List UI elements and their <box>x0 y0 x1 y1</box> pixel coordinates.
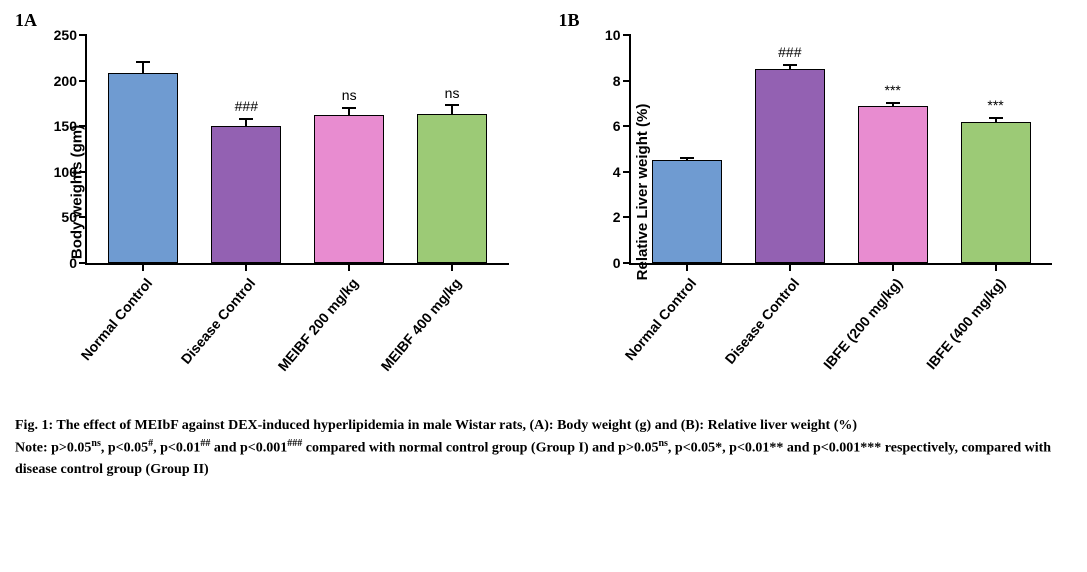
bar <box>961 122 1031 263</box>
x-tick <box>995 263 997 271</box>
y-tick-label: 2 <box>613 209 621 225</box>
caption-note: Note: p>0.05ns, p<0.05#, p<0.01## and p<… <box>15 436 1072 480</box>
note-part: , p<0.05 <box>101 441 148 456</box>
bar-column: ###Disease Control <box>738 35 841 263</box>
chart-b-plot: Normal Control###Disease Control***IBFE … <box>629 35 1053 265</box>
y-tick <box>623 216 631 218</box>
x-label: IBFE (400 mg/kg) <box>923 275 1008 372</box>
bar <box>314 115 384 263</box>
y-tick-label: 0 <box>613 255 621 271</box>
note-part: Note: p>0.05 <box>15 441 91 456</box>
significance-label: ### <box>778 44 801 60</box>
y-tick-label: 8 <box>613 73 621 89</box>
y-tick <box>79 262 87 264</box>
x-tick <box>245 263 247 271</box>
x-tick <box>686 263 688 271</box>
chart-a-plot: Normal Control###Disease ControlnsMEIBF … <box>85 35 509 265</box>
x-label: MEIBF 400 mg/kg <box>378 275 465 374</box>
y-tick <box>79 80 87 82</box>
chart-a-ylabel: Body weights (gm) <box>69 124 86 258</box>
chart-a-bars: Normal Control###Disease ControlnsMEIBF … <box>87 35 509 263</box>
y-tick <box>623 125 631 127</box>
y-tick-label: 100 <box>54 164 77 180</box>
y-tick <box>623 171 631 173</box>
sup-hh: ## <box>200 438 210 449</box>
x-tick <box>142 263 144 271</box>
bar <box>858 106 928 263</box>
significance-label: ### <box>235 98 258 114</box>
sup-ns: ns <box>91 438 100 449</box>
sup-ns2: ns <box>658 438 667 449</box>
x-label: Normal Control <box>78 275 156 363</box>
x-tick <box>451 263 453 271</box>
x-tick <box>892 263 894 271</box>
bar <box>652 160 722 263</box>
y-tick <box>623 34 631 36</box>
x-label: IBFE (200 mg/kg) <box>820 275 905 372</box>
note-part: and p<0.001 <box>210 441 287 456</box>
bar <box>211 126 281 263</box>
x-label: Normal Control <box>621 275 699 363</box>
significance-label: ns <box>445 85 460 101</box>
x-tick <box>789 263 791 271</box>
significance-label: ns <box>342 87 357 103</box>
x-label: Disease Control <box>721 275 802 367</box>
note-part: compared with normal control group (Grou… <box>302 441 658 456</box>
bar-column: ***IBFE (200 mg/kg) <box>841 35 944 263</box>
x-label: Disease Control <box>178 275 259 367</box>
y-tick-label: 50 <box>61 209 77 225</box>
bar-column: ***IBFE (400 mg/kg) <box>944 35 1047 263</box>
y-tick-label: 0 <box>69 255 77 271</box>
panel-b: 1B Relative Liver weight (%) Normal Cont… <box>559 15 1073 395</box>
bar <box>108 73 178 263</box>
bar-column: nsMEIBF 400 mg/kg <box>401 35 504 263</box>
chart-b-bars: Normal Control###Disease Control***IBFE … <box>631 35 1053 263</box>
y-tick-label: 6 <box>613 118 621 134</box>
x-tick <box>348 263 350 271</box>
note-part: , p<0.01 <box>153 441 200 456</box>
y-tick-label: 4 <box>613 164 621 180</box>
y-tick <box>79 171 87 173</box>
bar-column: Normal Control <box>636 35 739 263</box>
bar <box>417 114 487 263</box>
significance-label: *** <box>885 82 901 98</box>
y-tick-label: 250 <box>54 27 77 43</box>
x-label: MEIBF 200 mg/kg <box>275 275 362 374</box>
y-tick-label: 150 <box>54 118 77 134</box>
sup-hhh: ### <box>287 438 302 449</box>
significance-label: *** <box>987 97 1003 113</box>
bar <box>755 69 825 263</box>
bar-column: nsMEIBF 200 mg/kg <box>298 35 401 263</box>
bar-column: Normal Control <box>92 35 195 263</box>
y-tick <box>623 80 631 82</box>
y-tick-label: 10 <box>605 27 621 43</box>
y-tick <box>79 34 87 36</box>
caption-title: Fig. 1: The effect of MEIbF against DEX-… <box>15 415 1072 436</box>
charts-row: 1A Body weights (gm) Normal Control###Di… <box>15 15 1072 395</box>
bar-column: ###Disease Control <box>195 35 298 263</box>
y-tick <box>79 216 87 218</box>
figure-caption: Fig. 1: The effect of MEIbF against DEX-… <box>15 415 1072 480</box>
chart-a: Body weights (gm) Normal Control###Disea… <box>15 25 529 395</box>
y-tick-label: 200 <box>54 73 77 89</box>
chart-b: Relative Liver weight (%) Normal Control… <box>559 25 1073 395</box>
y-tick <box>623 262 631 264</box>
y-tick <box>79 125 87 127</box>
panel-a: 1A Body weights (gm) Normal Control###Di… <box>15 15 529 395</box>
